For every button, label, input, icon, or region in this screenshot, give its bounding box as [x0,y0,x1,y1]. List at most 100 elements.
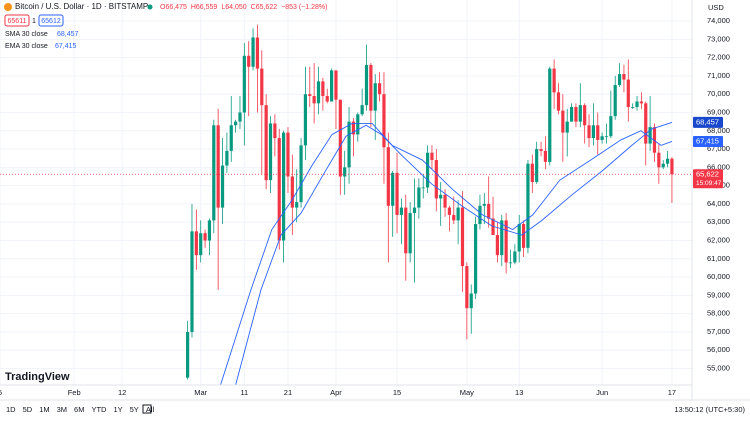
candle-body [561,110,565,133]
y-tick-label: 61,000 [707,254,730,263]
buy-button[interactable] [38,14,64,27]
candle-body [220,165,225,208]
range-button[interactable]: YTD [91,405,107,414]
ma-line [235,121,673,385]
price-tag [693,169,723,189]
candle-body [665,158,670,164]
candle-body [290,176,294,208]
candle-body [316,81,321,104]
candle-body [652,127,657,153]
symbol: Bitcoin / U.S. Dollar · 1D · BITSTAMP [15,2,148,11]
candle-body [478,205,482,225]
x-tick-label: 21 [284,388,292,397]
x-tick-label: Mar [194,388,207,397]
candle-body [377,83,382,95]
candle-body [482,203,486,206]
y-tick-label: 70,000 [707,89,730,98]
candle-body [591,125,595,139]
candle-body [648,127,652,144]
buy-price: 65612 [41,18,61,25]
candle-body [242,55,246,113]
candle-body [186,331,190,378]
candle-body [452,214,456,221]
candle-body [456,207,460,221]
candle-body [260,68,264,106]
y-tick-label: 68,000 [707,126,730,135]
candle-body [460,207,465,267]
ohlc-value: C65,622 [251,4,278,11]
candle-body [556,92,561,111]
sell-button[interactable] [4,14,30,27]
candle-body [635,101,639,107]
range-button[interactable]: 3M [57,405,67,414]
candle-body [351,121,356,135]
sell-price: 65611 [8,18,27,25]
candle-body [469,293,473,309]
y-tick-label: 59,000 [707,290,730,299]
candle-body [617,74,622,86]
candle-body [216,125,220,208]
y-tick-label: 74,000 [707,16,730,25]
candle-body [631,106,635,108]
candle-body [508,262,513,264]
candle-body [644,103,648,144]
range-button[interactable]: 1M [39,405,49,414]
candle-body [421,187,425,189]
y-tick-label: 73,000 [707,34,730,43]
legend-name: EMA 30 close [5,43,48,50]
y-tick-label: 67,000 [707,144,730,153]
candle-body [626,79,630,107]
candle-body [338,99,342,177]
y-tick-label: 69,000 [707,107,730,116]
candle-body [347,121,351,168]
candle-body [487,203,491,219]
candle-body [574,106,578,122]
x-tick-label: 15 [393,388,401,397]
candle-body [282,132,286,241]
candle-body [578,105,582,122]
quantity: 1 [32,18,36,25]
candle-body [408,213,412,254]
candle-body [303,94,308,146]
candle-body [543,150,547,162]
candle-body [539,149,543,151]
candle-body [399,207,404,215]
candle-body [373,83,377,111]
candle-body [308,94,312,97]
y-tick-label: 64,000 [707,199,730,208]
range-button[interactable]: 1Y [113,405,122,414]
y-tick-label: 56,000 [707,345,730,354]
x-tick-label: May [460,388,474,397]
range-button[interactable]: 6M [74,405,84,414]
y-tick-label: 71,000 [707,71,730,80]
candle-body [404,207,408,254]
legend-value: 67,415 [55,43,77,50]
range-button[interactable]: 1D [6,405,16,414]
price-tag [693,116,723,128]
candle-body [330,70,334,102]
x-tick-label: 13 [515,388,523,397]
candle-body [286,132,290,177]
candle-body [395,172,399,215]
currency: USD [708,3,724,12]
candle-body [587,125,591,139]
candle-body [194,231,198,256]
logo: TradingView [5,371,70,383]
candle-body [500,220,504,256]
date-range-icon[interactable] [142,404,152,414]
candle-body [504,220,508,263]
price-tag [693,135,723,147]
range-button[interactable]: 5Y [130,405,139,414]
candle-body [434,160,438,199]
range-button[interactable]: All [146,405,155,414]
candle-body [364,64,369,106]
candle-body [600,136,604,140]
candle-body [386,147,390,206]
candle-body [212,125,216,221]
y-tick-label: 57,000 [707,327,730,336]
market-status [147,4,153,10]
grid [0,0,692,385]
candle-body [321,81,325,97]
range-button[interactable]: 5D [23,405,33,414]
